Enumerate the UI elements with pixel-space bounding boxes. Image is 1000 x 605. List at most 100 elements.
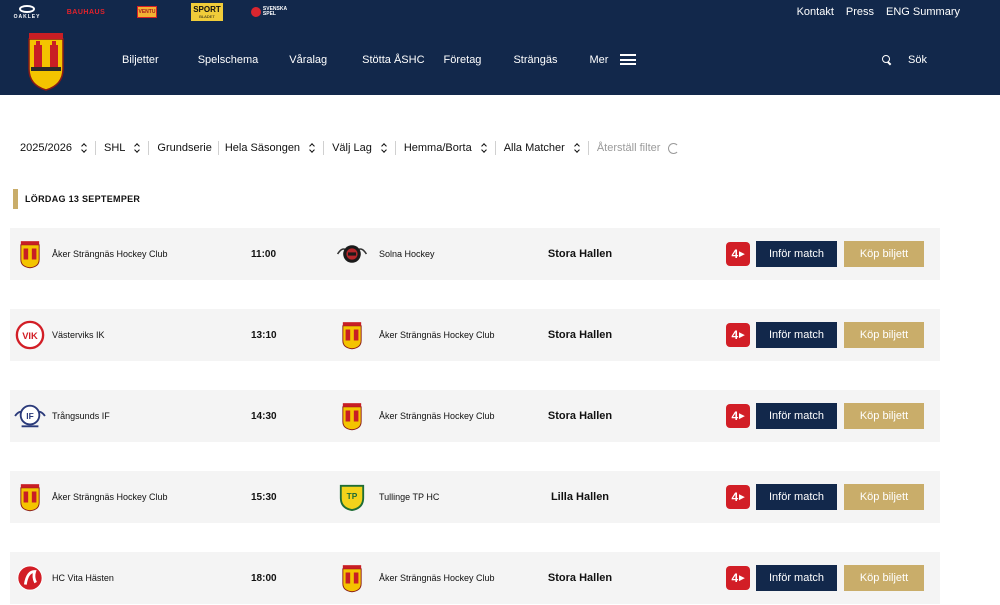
filter-series-value: Grundserie [157,142,212,154]
filter-league[interactable]: SHL [104,142,140,154]
away-team-name: Åker Strängnäs Hockey Club [379,330,495,340]
filter-team[interactable]: Välj Lag [332,142,387,154]
chevron-updown-icon [309,143,315,153]
ventu-logo[interactable]: VENTU [137,0,157,24]
home-team-name: HC Vita Hästen [52,573,114,583]
nav-item-varalag[interactable]: Våralag [289,53,328,66]
filter-divider [394,141,396,155]
refresh-icon [668,142,680,154]
match-preview-button[interactable]: Inför match [756,565,837,591]
club-crest-logo[interactable] [25,29,67,91]
filter-divider [587,141,589,155]
buy-ticket-button[interactable]: Köp biljett [844,565,924,591]
sportbladet-logo-line2: BLADET [199,13,215,19]
hamburger-menu-icon [620,54,637,66]
filter-divider [494,141,496,155]
date-heading: LÖRDAG 13 SEPTEMPER [13,189,140,209]
nav-item-foretag[interactable]: Företag [443,53,482,66]
home-team-logo [14,481,46,513]
main-navigation: Biljetter Spelschema Våralag Stötta ÅSHC… [0,24,1000,95]
away-team-logo: TP [336,481,368,513]
filter-season[interactable]: 2025/2026 [20,142,87,154]
bauhaus-logo[interactable]: BAUHAUS [66,0,106,24]
tv4-play-icon[interactable]: 4 ▶ [726,566,750,590]
tv4-play-icon[interactable]: 4 ▶ [726,323,750,347]
away-team-name: Solna Hockey [379,249,435,259]
match-time: 11:00 [251,248,277,260]
match-preview-button[interactable]: Inför match [756,484,837,510]
match-time: 14:30 [251,410,277,422]
buy-ticket-button[interactable]: Köp biljett [844,322,924,348]
nav-item-biljetter[interactable]: Biljetter [122,53,159,66]
filter-homeaway-value: Hemma/Borta [403,142,472,154]
sportbladet-logo[interactable]: SPORT BLADET [191,0,223,24]
tv4-label: 4 [731,247,739,261]
match-preview-button[interactable]: Inför match [756,241,837,267]
away-team-logo [336,400,368,432]
match-row: IF Trångsunds IF 14:30 Åker Strängnäs Hocke… [10,390,940,442]
filter-period[interactable]: Hela Säsongen [225,142,315,154]
match-row: Åker Strängnäs Hockey Club 15:30 TP Tulling… [10,471,940,523]
away-team-logo [336,562,368,594]
filter-series[interactable]: Grundserie [157,142,211,154]
filter-divider [323,141,325,155]
tv4-label: 4 [731,571,739,585]
nav-item-stotta-ashc[interactable]: Stötta ÅSHC [362,53,425,66]
filter-bar: 2025/2026 SHL Grundserie Hela Säsongen V… [20,138,680,158]
reset-filter-button[interactable]: Återställ filter [597,142,680,154]
filter-matches[interactable]: Alla Matcher [504,142,580,154]
ventu-logo-text: VENTU [137,6,157,18]
svg-text:TP: TP [347,491,358,501]
filter-season-value: 2025/2026 [20,142,72,154]
oakley-logo[interactable]: OAKLEY [10,0,44,24]
sportbladet-logo-line1: SPORT [193,4,221,14]
home-team-name: Trångsunds IF [52,411,110,421]
nav-item-mer[interactable]: Mer [589,54,637,66]
date-heading-accent [13,189,18,209]
oakley-logo-text: OAKLEY [13,13,41,20]
svg-text:IF: IF [26,411,33,421]
match-venue: Stora Hallen [547,329,613,341]
match-time: 13:10 [251,329,277,341]
filter-league-value: SHL [104,142,126,154]
nav-item-strangas[interactable]: Strängäs [513,53,558,66]
search-icon [882,55,891,64]
away-team-logo [336,238,368,270]
match-preview-button[interactable]: Inför match [756,322,837,348]
tv4-label: 4 [731,328,739,342]
svenska-spel-dot-icon [250,7,261,17]
search-button[interactable]: Sök [882,24,927,95]
sponsor-bar: OAKLEY BAUHAUS VENTU SPORT BLADET SVENSK… [0,0,1000,24]
match-venue: Stora Hallen [547,248,613,260]
buy-ticket-button[interactable]: Köp biljett [844,484,924,510]
away-team-name: Tullinge TP HC [379,492,440,502]
chevron-updown-icon [381,143,387,153]
top-link-kontakt[interactable]: Kontakt [796,6,834,18]
filter-divider [217,141,219,155]
filter-divider [148,141,150,155]
tv4-play-icon[interactable]: 4 ▶ [726,404,750,428]
match-preview-button[interactable]: Inför match [756,403,837,429]
match-time: 15:30 [251,491,277,503]
buy-ticket-button[interactable]: Köp biljett [844,403,924,429]
tv4-play-icon[interactable]: 4 ▶ [726,485,750,509]
match-time: 18:00 [251,572,277,584]
nav-item-spelschema[interactable]: Spelschema [197,53,259,66]
tv4-play-icon[interactable]: 4 ▶ [726,242,750,266]
chevron-updown-icon [81,143,87,153]
buy-ticket-button[interactable]: Köp biljett [844,241,924,267]
reset-filter-label: Återställ filter [596,142,661,154]
away-team-logo [336,319,368,351]
chevron-updown-icon [481,143,487,153]
match-venue: Lilla Hallen [550,491,610,503]
svenska-spel-logo[interactable]: SVENSKA SPEL [248,0,290,24]
top-links: Kontakt Press ENG Summary [797,0,960,24]
home-team-logo: IF [14,400,46,432]
top-link-press[interactable]: Press [845,6,875,18]
filter-homeaway[interactable]: Hemma/Borta [404,142,487,154]
match-row: Åker Strängnäs Hockey Club 11:00 Solna Hoc… [10,228,940,280]
tv4-label: 4 [731,409,739,423]
away-team-name: Åker Strängnäs Hockey Club [379,573,495,583]
top-link-eng-summary[interactable]: ENG Summary [886,6,960,18]
filter-divider [95,141,96,155]
